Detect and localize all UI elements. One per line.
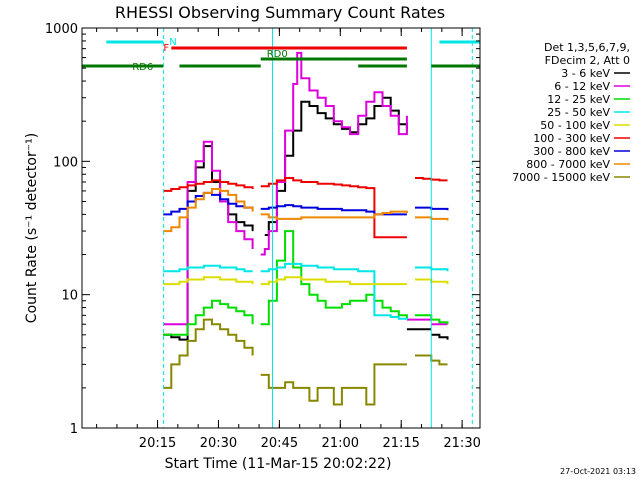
x-tick-label: 21:15 [382, 436, 419, 451]
series-segment [260, 177, 407, 239]
legend-entry-50-100-kev: 50 - 100 keV [540, 119, 610, 132]
flag-n: N [106, 37, 480, 48]
legend-header: Det 1,3,5,6,7,9, [544, 41, 630, 54]
x-tick-label: 20:45 [261, 436, 298, 451]
flag-label-rd0: RD0 [267, 49, 288, 60]
series-segment [163, 276, 254, 286]
legend-entry-7000-15000-kev: 7000 - 15000 keV [512, 171, 610, 184]
y-tick-label: 10 [61, 289, 78, 304]
legend-entry-800-7000-kev: 800 - 7000 keV [526, 158, 610, 171]
series-segment [260, 262, 408, 320]
series-6-12-kev [163, 51, 448, 326]
x-tick-label: 20:30 [200, 436, 237, 451]
x-tick-label: 21:00 [322, 436, 359, 451]
legend-entry-300-800-kev: 300 - 800 keV [533, 145, 610, 158]
series-segment [260, 230, 408, 326]
x-tick-label: 21:30 [443, 436, 480, 451]
legend-entry-100-300-kev: 100 - 300 keV [533, 132, 610, 145]
legend-entry-12-25-kev: 12 - 25 keV [547, 93, 610, 106]
flag-layer: NF RD0 RD6 [82, 37, 480, 73]
legend-entry-3-6-kev: 3 - 6 keV [561, 67, 610, 80]
series-segment [163, 188, 254, 233]
series-segment [260, 276, 407, 286]
y-tick-label: 1 [70, 422, 78, 437]
series-segment [260, 363, 407, 406]
flag-label-f: F [163, 43, 169, 54]
flag-rd6: RD6 [82, 62, 480, 73]
series-segment [163, 179, 254, 192]
series-12-25-kev [163, 230, 449, 336]
flag-label-rd6: RD6 [132, 62, 153, 73]
axes-layer: 1 10 100 1000 20:15 20:30 20:45 21:00 21:15 21:30 [45, 22, 481, 451]
series-segment [163, 299, 254, 336]
flag-rd0: RD0 [260, 49, 407, 61]
legend-entry-6-12-kev: 6 - 12 keV [554, 80, 610, 93]
flag-f: F [163, 43, 407, 54]
y-tick-label: 1000 [45, 22, 78, 37]
series-segment [260, 210, 408, 220]
x-tick-label: 20:15 [139, 436, 176, 451]
series-segment [163, 140, 254, 326]
series-segment [415, 314, 449, 325]
timestamp: 27-Oct-2021 03:13 [560, 467, 636, 476]
series-segment [163, 318, 254, 389]
y-tick-label: 100 [53, 155, 78, 170]
legend: Det 1,3,5,6,7,9,FDecim 2, Att 03 - 6 keV… [512, 41, 630, 184]
chart-title: RHESSI Observing Summary Count Rates [115, 3, 445, 22]
plot-area [163, 28, 473, 428]
x-axis-label: Start Time (11-Mar-15 20:02:22) [165, 456, 392, 472]
series-segment [163, 264, 253, 273]
flag-label-n: N [169, 37, 176, 48]
series-segment [431, 333, 449, 340]
legend-entry-25-50-kev: 25 - 50 keV [547, 106, 610, 119]
series-segment [260, 204, 407, 216]
y-axis-label: Count Rate (s⁻¹ detector⁻¹) [24, 133, 40, 323]
plot-frame [81, 27, 481, 429]
series-segment [260, 51, 408, 256]
legend-header: FDecim 2, Att 0 [545, 54, 630, 67]
